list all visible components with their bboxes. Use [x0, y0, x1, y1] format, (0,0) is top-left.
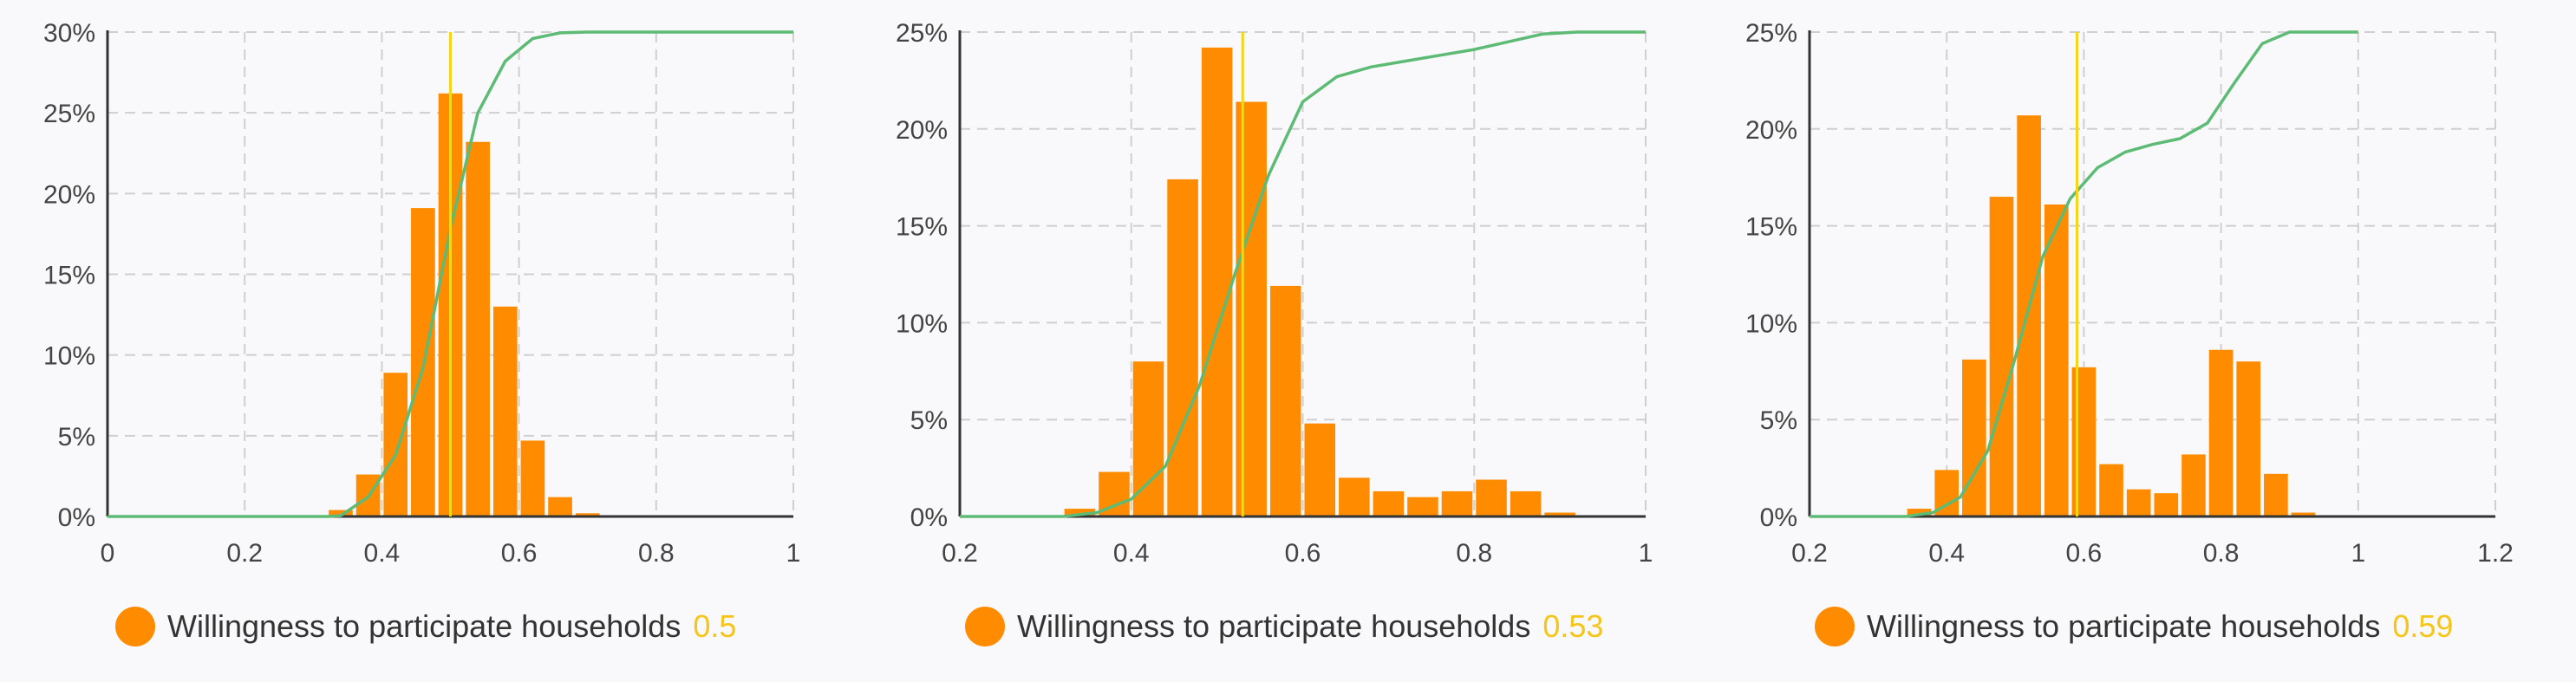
legend-value: 0.5 [693, 608, 737, 644]
x-tick-label: 0.8 [2203, 539, 2240, 568]
histogram-bar [2126, 489, 2151, 516]
chart-panel-2: 0% 5% 10% 15% 20% 25% 0.2 0.4 0.6 0.8 1 Willingnes… [858, 0, 1717, 682]
histogram-bar [1510, 490, 1542, 516]
x-tick-label: 0.4 [1113, 539, 1150, 568]
x-tick-label: 1 [786, 539, 801, 568]
histogram-bar [2264, 473, 2288, 516]
legend-label: Willingness to participate households [1017, 608, 1531, 644]
histogram-bar [2181, 454, 2206, 516]
x-tick-label: 0.4 [364, 539, 401, 568]
y-tick-label: 5% [58, 423, 95, 451]
x-tick-label: 1.2 [2477, 539, 2514, 568]
x-tick-label: 0.8 [1456, 539, 1492, 568]
histogram-chart-1: 0% 5% 10% 15% 20% 25% 30% 0 0.2 0.4 0.6 0.8 1 [43, 19, 801, 568]
x-tick-label: 1 [1639, 539, 1653, 568]
chart-panel-1: 0% 5% 10% 15% 20% 25% 30% 0 0.2 0.4 0.6 0.8 1 Willin… [0, 0, 858, 682]
histogram-bar [2044, 205, 2069, 516]
histogram-bar [1907, 509, 1932, 516]
y-tick-label: 10% [43, 342, 95, 371]
y-tick-label: 5% [1760, 406, 1797, 435]
histogram-bar [1269, 285, 1301, 516]
histogram-bar [1236, 101, 1267, 516]
x-tick-label: 0.8 [638, 539, 675, 568]
chart-panel-3: 0% 5% 10% 15% 20% 25% 0.2 0.4 0.6 0.8 1 1.2 Willing… [1717, 0, 2575, 682]
histogram-chart-2: 0% 5% 10% 15% 20% 25% 0.2 0.4 0.6 0.8 1 [896, 19, 1653, 568]
histogram-bar [1339, 477, 1370, 516]
y-tick-label: 10% [896, 309, 948, 338]
histogram-bar [329, 510, 353, 516]
y-tick-label: 0% [58, 503, 95, 532]
legend-3[interactable]: Willingness to participate households 0.… [1815, 607, 2453, 646]
histogram-bar [2291, 512, 2316, 516]
legend-value: 0.53 [1542, 608, 1604, 644]
histogram-bar [1373, 490, 1405, 516]
histogram-bar [1544, 512, 1575, 516]
legend-marker-icon [1815, 607, 1855, 646]
histogram-bar [1441, 490, 1473, 516]
y-tick-label: 15% [896, 213, 948, 242]
histogram-bar [2154, 493, 2179, 516]
legend-marker-icon [965, 607, 1005, 646]
histogram-bar [2208, 349, 2234, 516]
histogram-bar [466, 141, 490, 516]
x-tick-label: 0.2 [1791, 539, 1828, 568]
histogram-bar [1476, 479, 1507, 516]
y-tick-label: 20% [896, 116, 948, 145]
legend-2[interactable]: Willingness to participate households 0.… [965, 607, 1603, 646]
y-tick-label: 0% [1760, 503, 1797, 532]
y-tick-label: 5% [910, 406, 948, 435]
legend-label: Willingness to participate households [1867, 608, 2381, 644]
histogram-bar [2017, 115, 2041, 516]
x-tick-label: 0.2 [942, 539, 978, 568]
y-tick-label: 10% [1745, 309, 1797, 338]
histogram-bar [1064, 509, 1096, 516]
cumulative-distribution-line [108, 30, 793, 518]
cumulative-distribution-line [960, 30, 1646, 518]
histogram-bar [383, 373, 408, 516]
histogram-bar [2099, 464, 2123, 516]
y-tick-label: 25% [43, 100, 95, 128]
histogram-bar [492, 306, 518, 516]
histogram-bar [1167, 179, 1198, 516]
y-tick-label: 25% [1745, 19, 1797, 48]
x-tick-label: 0 [101, 539, 115, 568]
y-tick-label: 15% [43, 262, 95, 290]
y-tick-label: 20% [1745, 116, 1797, 145]
legend-1[interactable]: Willingness to participate households 0.… [115, 607, 736, 646]
histogram-bar [2071, 367, 2097, 516]
histogram-bar [1989, 197, 2014, 516]
histogram-bar [548, 497, 572, 516]
x-tick-label: 1 [2351, 539, 2365, 568]
x-tick-label: 0.4 [1928, 539, 1965, 568]
y-tick-label: 30% [43, 19, 95, 48]
x-tick-label: 0.6 [1285, 539, 1321, 568]
legend-value: 0.59 [2392, 608, 2454, 644]
x-tick-label: 0.6 [501, 539, 538, 568]
x-tick-label: 0.2 [226, 539, 263, 568]
histogram-chart-3: 0% 5% 10% 15% 20% 25% 0.2 0.4 0.6 0.8 1 1.2 [1745, 19, 2514, 568]
y-tick-label: 20% [43, 180, 95, 209]
y-tick-label: 15% [1745, 213, 1797, 242]
cumulative-distribution-line [1810, 30, 2358, 518]
histogram-bar [2236, 361, 2261, 516]
y-tick-label: 25% [896, 19, 948, 48]
y-tick-label: 0% [910, 503, 948, 532]
histogram-bar [520, 440, 545, 516]
histogram-bar [1201, 47, 1233, 516]
legend-label: Willingness to participate households [167, 608, 681, 644]
histogram-bar [1407, 497, 1438, 516]
x-tick-label: 0.6 [2066, 539, 2103, 568]
histogram-bar [1962, 359, 1986, 516]
histogram-bar [575, 513, 600, 516]
histogram-bar [1304, 423, 1336, 516]
legend-marker-icon [115, 607, 155, 646]
